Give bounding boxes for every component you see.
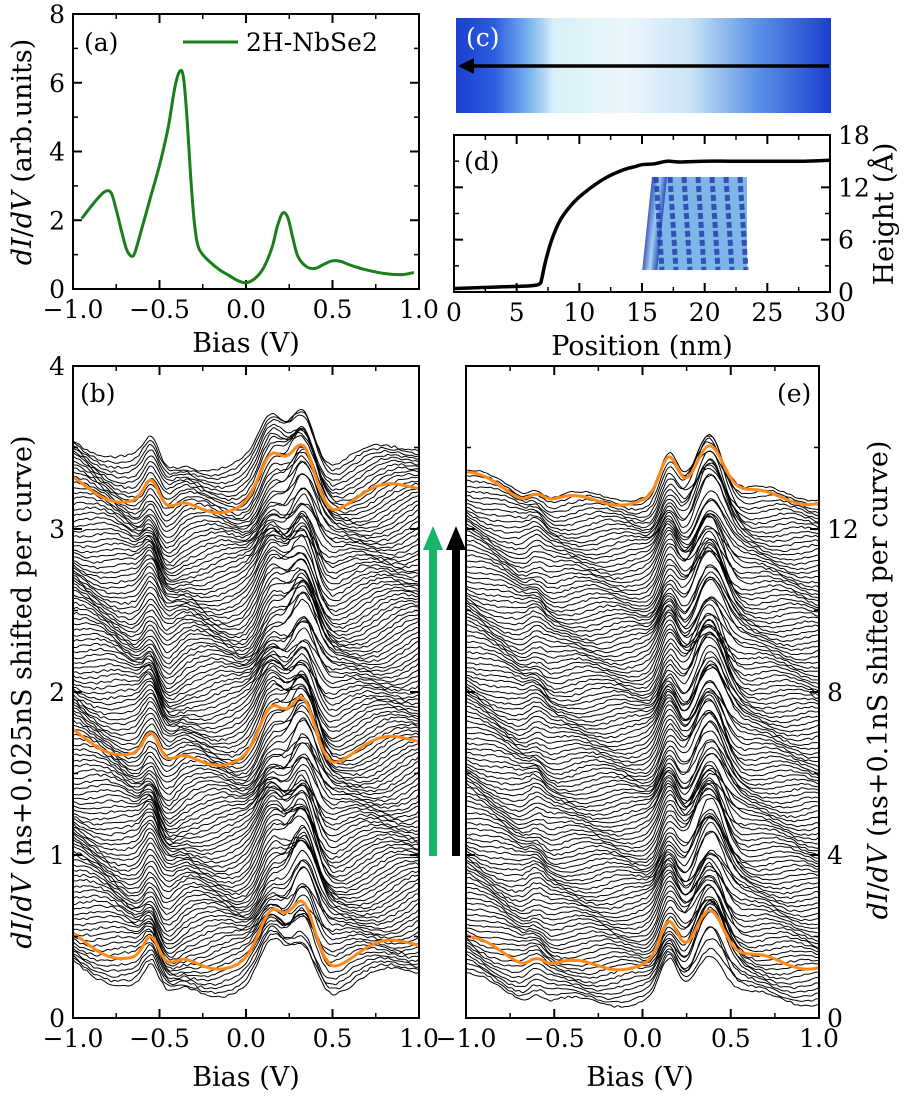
spectrum-curve — [73, 536, 419, 619]
spectrum-curve — [466, 517, 819, 595]
x-tick-label: 0.0 — [623, 1024, 663, 1053]
x-tick-label: 20 — [689, 298, 721, 327]
spectrum-curve — [466, 499, 819, 559]
spectrum-curve — [466, 613, 819, 689]
spectrum-curve — [73, 711, 419, 772]
y-tick-label: 4 — [49, 138, 65, 167]
y-tick-label: 2 — [49, 678, 65, 707]
x-tick-label: 5 — [509, 298, 525, 327]
spectrum-curve — [466, 858, 819, 925]
panel-b-ylabel: dI/dV (ns+0.025nS shifted per curve) — [7, 435, 38, 948]
panel-a-label: (a) — [84, 28, 118, 57]
x-tick-label: 0.5 — [711, 1024, 751, 1053]
panel-c-label: (c) — [466, 23, 500, 52]
spectrum-curve — [73, 931, 419, 993]
x-tick-label: 0 — [446, 298, 462, 327]
x-tick-label: −0.5 — [129, 295, 190, 324]
x-tick-label: 0.5 — [313, 1024, 353, 1053]
spectrum-curve — [466, 436, 819, 514]
panel-d-frame — [454, 135, 830, 292]
y-tick-label: 6 — [49, 69, 65, 98]
x-tick-label: 10 — [563, 298, 595, 327]
panel-d-label: (d) — [464, 147, 500, 176]
y-tick-label: 12 — [838, 173, 870, 202]
x-tick-label: 0.5 — [313, 295, 353, 324]
spectrum-curve — [73, 409, 419, 476]
spectrum-curve — [73, 694, 419, 757]
black-arrow-head — [446, 526, 466, 550]
y-tick-label: 0 — [838, 278, 854, 307]
y-tick-label: 3 — [49, 515, 65, 544]
panel-d-xlabel: Position (nm) — [551, 331, 733, 362]
x-tick-label: 1.0 — [399, 295, 439, 324]
y-tick-label: 4 — [49, 352, 65, 381]
panel-c-stm-image: (c) — [456, 18, 831, 113]
x-tick-label: 25 — [751, 298, 783, 327]
spectrum-curve — [73, 582, 419, 664]
spectrum-curve — [466, 903, 819, 983]
spectrum-curve — [466, 540, 819, 608]
spectrum-curve — [466, 579, 819, 652]
y-tick-label: 12 — [827, 515, 859, 544]
spectrum-curve — [466, 500, 819, 563]
panel-d-ylabel: Height (Å) — [867, 143, 900, 286]
y-tick-label: 6 — [838, 226, 854, 255]
spectrum-curve — [73, 914, 419, 969]
x-tick-label: 15 — [626, 298, 658, 327]
panel-a-series-line — [82, 70, 414, 282]
y-tick-label: 0 — [827, 1004, 843, 1033]
green-arrow-head — [423, 526, 443, 550]
spectrum-curve — [73, 570, 419, 638]
legend-label: 2H-NbSe2 — [246, 28, 378, 57]
x-tick-label: −0.5 — [129, 1024, 190, 1053]
x-tick-label: −1.0 — [436, 1024, 497, 1053]
spectrum-curve — [73, 412, 419, 479]
panel-b-label: (b) — [80, 379, 116, 408]
panel-e-ylabel: dI/dV (ns+0.1nS shifted per curve) — [863, 441, 894, 920]
y-tick-label: 0 — [49, 1004, 65, 1033]
y-tick-label: 4 — [827, 841, 843, 870]
x-tick-label: 0.0 — [226, 1024, 266, 1053]
spectrum-curve — [466, 850, 819, 901]
spectrum-curve — [73, 677, 419, 752]
spectrum-curve — [466, 875, 819, 933]
panel-d-height-profile — [454, 160, 830, 288]
x-tick-label: 1.0 — [399, 1024, 439, 1053]
y-tick-label: 1 — [49, 841, 65, 870]
sequence-arrows — [423, 526, 466, 856]
spectrum-curve — [73, 825, 419, 909]
panel-a-ylabel: dI/dV (arb.units) — [7, 39, 38, 266]
atomic-inset-image — [642, 177, 747, 270]
panel-e-xlabel: Bias (V) — [586, 1062, 694, 1093]
spectrum-curve — [73, 673, 419, 733]
spectrum-curve — [466, 753, 819, 807]
panel-b-xlabel: Bias (V) — [192, 1062, 300, 1093]
y-tick-label: 2 — [49, 206, 65, 235]
x-tick-label: −0.5 — [524, 1024, 585, 1053]
spectrum-curve — [73, 757, 419, 813]
panel-a-xlabel: Bias (V) — [192, 328, 300, 359]
y-tick-label: 8 — [49, 0, 65, 29]
spectrum-curve — [466, 514, 819, 572]
panel-e-label: (e) — [777, 379, 811, 408]
y-tick-label: 18 — [838, 121, 870, 150]
y-tick-label: 0 — [49, 275, 65, 304]
spectrum-curve — [466, 468, 819, 518]
spectrum-curve — [466, 451, 819, 534]
y-tick-label: 8 — [827, 678, 843, 707]
spectrum-curve — [73, 511, 419, 584]
x-tick-label: 0.0 — [226, 295, 266, 324]
spectrum-curve — [466, 818, 819, 877]
